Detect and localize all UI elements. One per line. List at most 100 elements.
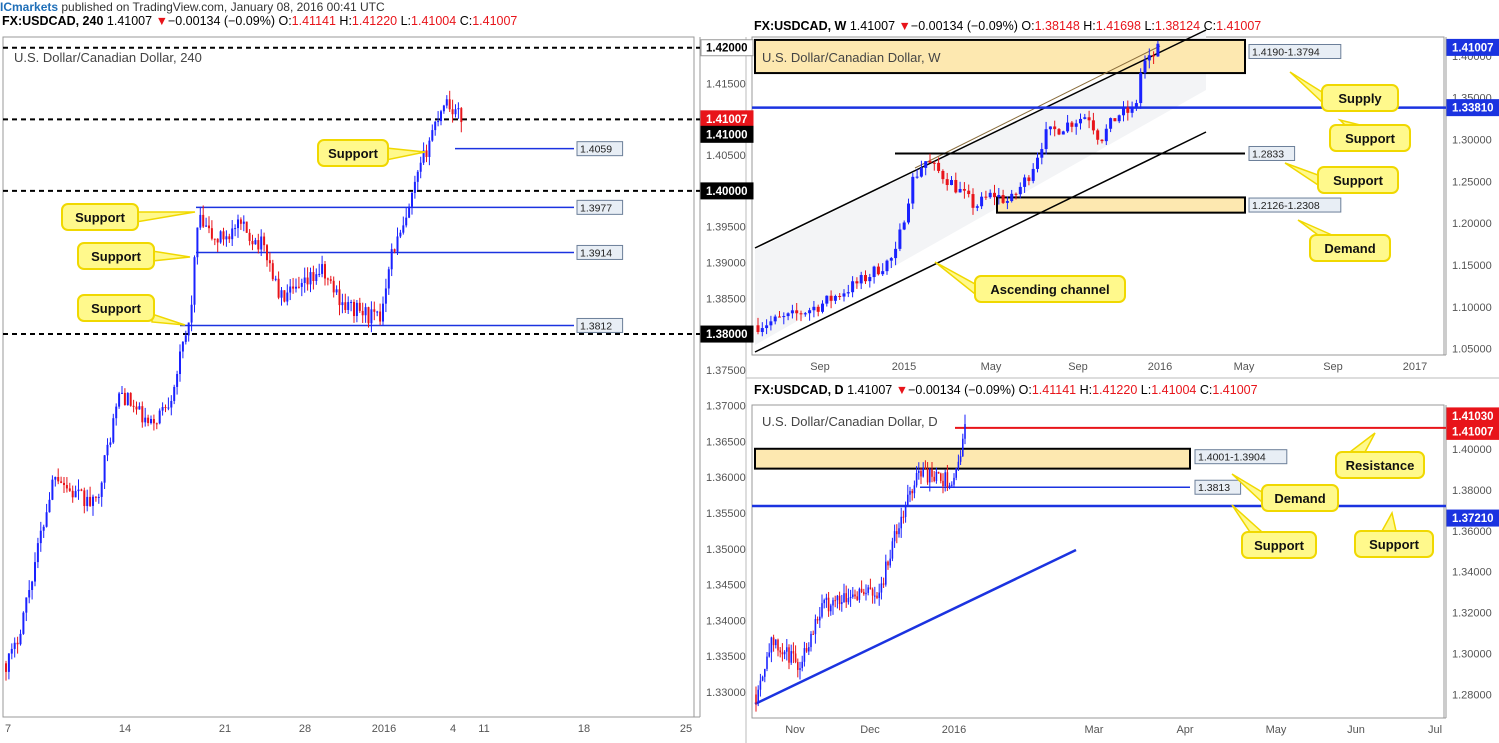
candle-body [63, 482, 65, 486]
candle-body [885, 561, 887, 585]
candle-body [451, 109, 454, 115]
price-tag-box [1446, 99, 1499, 117]
candle-body [756, 325, 760, 332]
level-label: 1.3977 [576, 199, 624, 215]
candle-body [196, 227, 199, 258]
candle-body [805, 648, 808, 652]
candle-body [1096, 130, 1100, 140]
candle-body [845, 593, 847, 603]
candle-body [237, 219, 239, 229]
candle-body [777, 639, 779, 651]
candle-body [135, 406, 138, 410]
candle-body [271, 263, 274, 280]
candle-body [22, 612, 25, 634]
callout: Support [1284, 162, 1399, 194]
candle-body [393, 249, 396, 252]
price-tag-label: 1.41007 [706, 114, 748, 126]
candle-body [257, 240, 260, 250]
price-tag-box [700, 39, 754, 57]
candle-body [300, 283, 303, 287]
price-tag-label: 1.41030 [1452, 411, 1494, 423]
trend-line [754, 548, 1077, 706]
price-tag: 1.41007 [700, 110, 754, 128]
candle-body [782, 316, 786, 318]
candle-body [808, 647, 810, 652]
candle-body [408, 206, 411, 218]
candle-body [34, 562, 36, 582]
callout-box [1241, 531, 1317, 559]
candle-body [65, 485, 68, 489]
candle-body [950, 179, 953, 186]
candle-body [1083, 117, 1087, 119]
candle-body [25, 597, 28, 613]
candle-body [856, 596, 858, 600]
candle-body [83, 490, 86, 507]
candle-body [891, 541, 894, 559]
candle-body [799, 668, 801, 670]
level-label: 1.2126-1.2308 [1248, 197, 1342, 213]
candle-body [819, 616, 821, 621]
y-tick-label: 1.40500 [706, 150, 746, 162]
candle-body [341, 302, 344, 306]
callout-text: Support [91, 249, 141, 264]
candle-body [263, 236, 266, 246]
candle-body [993, 192, 996, 198]
candle-body [138, 406, 141, 410]
candle-body [810, 633, 812, 648]
candle-body [958, 188, 962, 193]
callout-box [1261, 484, 1339, 512]
price-tag-label: 1.41007 [1452, 42, 1494, 54]
candle-body [268, 260, 271, 264]
brand-name[interactable]: ICmarkets [0, 0, 59, 14]
candle-body [878, 592, 880, 598]
candle-body [39, 530, 42, 544]
candle-body [187, 322, 190, 336]
candle-body [428, 140, 431, 158]
candle-body [918, 470, 920, 473]
callout-box [1321, 84, 1399, 112]
y-tick-label: 1.32000 [1452, 608, 1492, 620]
candle-body [434, 121, 437, 131]
y-tick-label: 1.25000 [1452, 176, 1492, 188]
candle-body [77, 489, 80, 492]
channel-lower-line [754, 131, 1207, 353]
callout-box [974, 275, 1126, 303]
candle-body [225, 236, 228, 240]
candle-body [335, 289, 338, 293]
candle-body [370, 309, 373, 324]
candle-body [36, 543, 39, 563]
candle-body [115, 406, 118, 419]
candle-body [915, 472, 918, 486]
channel-upper-line [754, 29, 1207, 249]
candle-body [1117, 115, 1121, 122]
callout-box [1317, 166, 1399, 194]
candle-body [954, 179, 958, 193]
callout-text: Support [1333, 173, 1383, 188]
candle-body [814, 619, 817, 635]
callout-text: Support [328, 146, 378, 161]
candle-body [913, 485, 916, 494]
x-tick-label: Jun [1347, 724, 1365, 736]
level-label-box [1248, 145, 1296, 161]
level-label-text: 1.3812 [580, 320, 612, 332]
candle-body [347, 302, 350, 310]
level-label: 1.4001-1.3904 [1194, 449, 1288, 465]
candle-body [5, 663, 7, 672]
candle-body [7, 653, 10, 672]
chart-title: U.S. Dollar/Canadian Dollar, W [762, 50, 941, 65]
candle-body [164, 407, 167, 409]
candle-body [448, 99, 451, 110]
candle-body [222, 231, 225, 240]
candle-body [167, 407, 170, 409]
callout-box [1329, 124, 1411, 152]
candle-body [768, 652, 770, 657]
callout-text: Supply [1338, 91, 1382, 106]
price-tag: 1.37210 [1446, 509, 1499, 527]
candle-body [92, 496, 94, 506]
candle-body [937, 162, 941, 171]
candle-body [842, 293, 846, 297]
candle-body [190, 304, 193, 323]
candle-body [865, 592, 867, 595]
candle-body [402, 225, 405, 233]
